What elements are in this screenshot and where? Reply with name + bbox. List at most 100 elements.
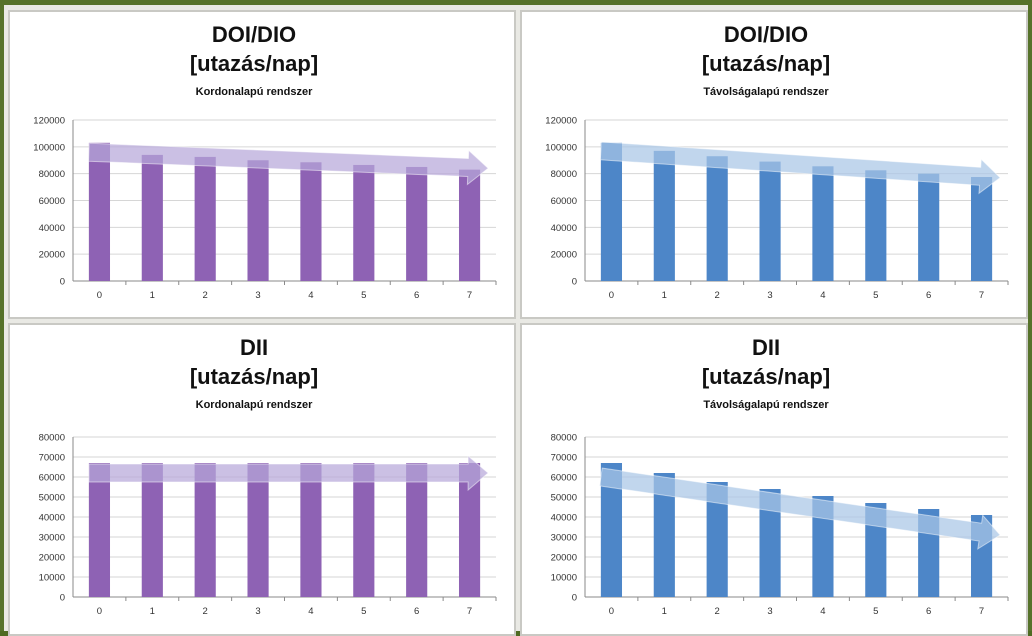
y-tick-label: 80000 [551,169,577,180]
y-tick-label: 0 [60,593,65,604]
chart-title-unit: [utazás/nap] [702,364,830,389]
y-tick-label: 70000 [551,453,577,464]
y-tick-label: 30000 [39,533,65,544]
x-tick-label: 0 [609,606,614,617]
x-tick-label: 7 [467,606,472,617]
y-tick-label: 40000 [551,513,577,524]
y-tick-label: 40000 [551,223,577,234]
x-tick-label: 6 [414,290,419,301]
bar [88,142,111,281]
bar [706,482,728,597]
x-tick-label: 0 [609,290,614,301]
chart-subtitle: Kordonalapú rendszer [196,86,313,98]
trend-arrow [599,141,1001,195]
bar [88,463,111,597]
bar [406,463,428,597]
bar [653,473,675,597]
y-tick-label: 60000 [39,196,65,207]
y-tick-label: 30000 [551,533,577,544]
bar [600,463,623,597]
chart-1-svg: DOI/DIO [utazás/nap] Kordonalapú rendszer 0… [33,22,497,301]
y-tick-label: 60000 [551,196,577,207]
y-tick-label: 20000 [39,250,65,261]
x-tick-label: 1 [150,290,155,301]
y-tick-label: 50000 [39,493,65,504]
bar [918,173,940,281]
x-tick-label: 6 [414,606,419,617]
y-tick-label: 0 [572,277,577,288]
chart-subtitle: Távolságalapú rendszer [703,86,829,98]
chart-title: DOI/DIO [212,22,296,47]
y-tick-label: 0 [572,593,577,604]
x-tick-label: 2 [715,606,720,617]
bar [194,156,216,281]
y-tick-label: 50000 [551,493,577,504]
chart-2-svg: DOI/DIO [utazás/nap] Távolságalapú rendsze… [545,22,1009,301]
chart-title: DII [752,335,780,360]
bar [706,156,728,281]
x-tick-label: 2 [715,290,720,301]
x-tick-label: 5 [873,606,878,617]
bar [600,142,623,281]
x-tick-label: 0 [97,606,102,617]
x-tick-label: 2 [203,290,208,301]
x-tick-label: 6 [926,606,931,617]
trend-arrow [599,467,1001,550]
bar [812,496,834,597]
bar [458,463,481,597]
chart-title-unit: [utazás/nap] [702,51,830,76]
x-tick-label: 3 [767,606,772,617]
y-tick-label: 40000 [39,223,65,234]
x-tick-label: 5 [873,290,878,301]
x-tick-label: 6 [926,290,931,301]
bar [759,489,781,597]
bar [247,160,269,281]
x-tick-label: 1 [662,606,667,617]
chart-subtitle: Távolságalapú rendszer [703,399,829,411]
chart-panel-2: DOI/DIO [utazás/nap] Távolságalapú rendsze… [520,10,1028,319]
chart-panel-4: DII [utazás/nap] Távolságalapú rendszer 0 1 0… [520,323,1028,636]
bar [247,463,269,597]
bar [458,169,481,281]
bar [300,463,322,597]
bar [194,463,216,597]
y-tick-label: 80000 [551,433,577,444]
x-tick-label: 3 [255,290,260,301]
bar [300,162,322,281]
y-tick-label: 60000 [551,473,577,484]
chart-title-unit: [utazás/nap] [190,51,318,76]
chart-panel-1: DOI/DIO [utazás/nap] Kordonalapú rendszer 0… [8,10,516,319]
x-tick-label: 7 [979,606,984,617]
y-tick-label: 100000 [545,142,577,153]
y-tick-label: 80000 [39,169,65,180]
x-tick-label: 1 [662,290,667,301]
x-tick-label: 4 [820,290,825,301]
y-tick-label: 60000 [39,473,65,484]
y-tick-label: 100000 [33,142,65,153]
x-tick-label: 2 [203,606,208,617]
x-tick-label: 3 [767,290,772,301]
y-tick-label: 70000 [39,453,65,464]
x-tick-label: 4 [308,290,313,301]
x-tick-label: 5 [361,606,366,617]
bar [353,164,375,281]
chart-subtitle: Kordonalapú rendszer [196,399,313,411]
y-tick-label: 0 [60,277,65,288]
bar [970,177,993,281]
x-tick-label: 0 [97,290,102,301]
bar [141,154,163,281]
x-tick-label: 4 [820,606,825,617]
bar [406,166,428,281]
x-tick-label: 7 [979,290,984,301]
x-tick-label: 7 [467,290,472,301]
y-tick-label: 120000 [33,116,65,127]
chart-panel-3: DII [utazás/nap] Kordonalapú rendszer 0 1000… [8,323,516,636]
bar [812,166,834,281]
bar [353,463,375,597]
y-tick-label: 20000 [551,250,577,261]
x-tick-label: 3 [255,606,260,617]
y-tick-label: 20000 [39,553,65,564]
y-tick-label: 80000 [39,433,65,444]
chart-title: DOI/DIO [724,22,808,47]
